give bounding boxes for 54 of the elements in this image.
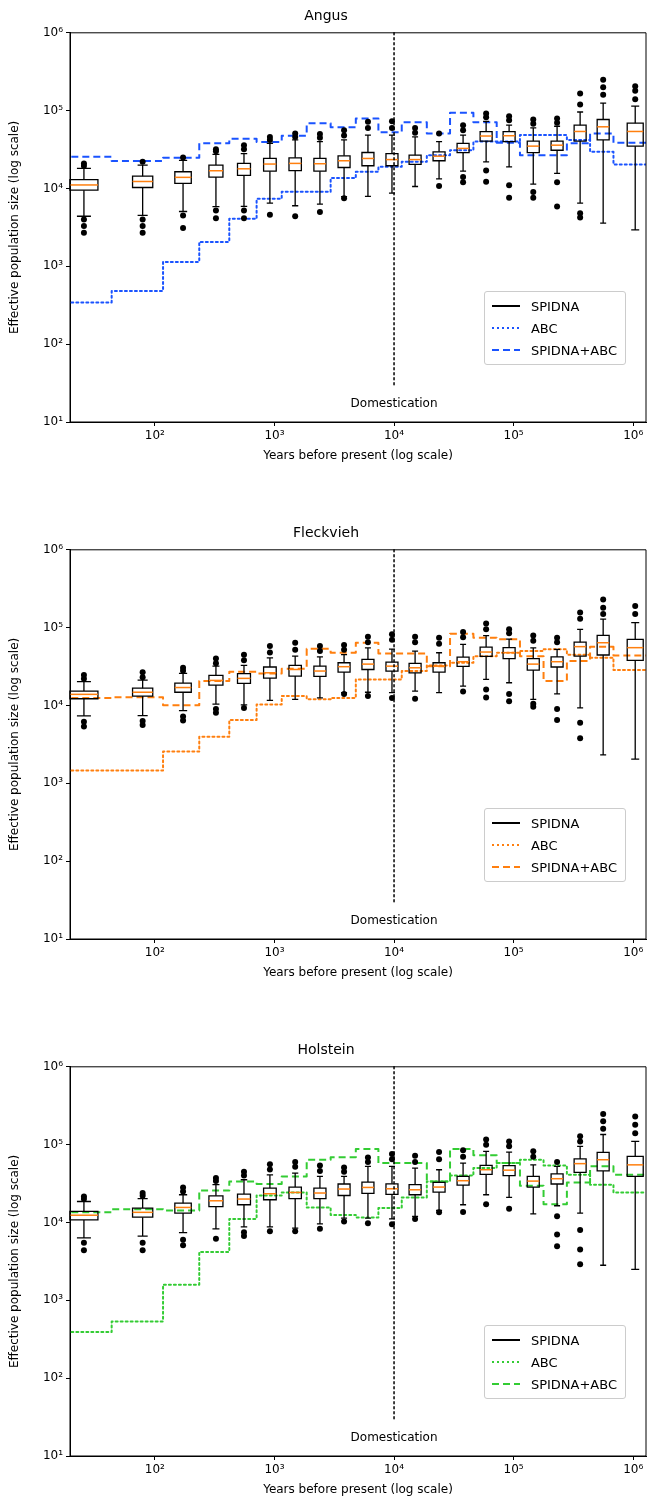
y-tick-label: 10⁵: [42, 102, 64, 117]
ref-line-label: Domestication: [350, 1430, 438, 1445]
legend-label: ABC: [530, 837, 558, 853]
legend-label: SPIDNA: [530, 1332, 580, 1348]
y-tick-label: 10³: [42, 258, 64, 273]
chart-title: Holstein: [297, 1041, 355, 1058]
y-tick-label: 10²: [42, 853, 64, 868]
y-tick-label: 10²: [42, 1370, 64, 1385]
y-axis-title: Effective population size (log scale): [7, 637, 22, 852]
x-axis-title: Years before present (log scale): [262, 447, 453, 462]
legend-label: SPIDNA+ABC: [530, 342, 617, 358]
y-tick-label: 10⁶: [42, 1058, 64, 1073]
y-tick-label: 10³: [42, 775, 64, 790]
x-tick-label: 10³: [264, 945, 285, 960]
legend-label: SPIDNA: [530, 298, 580, 314]
x-tick-label: 10⁴: [383, 428, 405, 443]
y-tick-label: 10¹: [42, 931, 64, 946]
x-tick-label: 10³: [264, 1462, 285, 1477]
x-tick-label: 10⁶: [623, 428, 644, 443]
y-axis-title: Effective population size (log scale): [7, 1154, 22, 1369]
x-tick-label: 10⁶: [623, 945, 644, 960]
y-tick-label: 10²: [42, 336, 64, 351]
y-tick-label: 10⁵: [42, 619, 64, 634]
legend-label: SPIDNA: [530, 815, 580, 831]
ref-line-label: Domestication: [350, 396, 438, 411]
x-tick-label: 10⁴: [383, 945, 405, 960]
y-tick-label: 10³: [42, 1292, 64, 1307]
y-tick-label: 10⁴: [42, 697, 64, 712]
y-tick-label: 10⁴: [42, 1214, 64, 1229]
legend-label: SPIDNA+ABC: [530, 859, 617, 875]
y-tick-label: 10⁵: [42, 1136, 64, 1151]
x-axis-title: Years before present (log scale): [262, 1481, 453, 1496]
x-tick-label: 10²: [144, 945, 166, 960]
x-tick-label: 10⁵: [503, 428, 524, 443]
chart-title: Fleckvieh: [292, 524, 360, 541]
x-tick-label: 10²: [144, 1462, 166, 1477]
x-tick-label: 10⁵: [503, 1462, 524, 1477]
legend-label: SPIDNA+ABC: [530, 1376, 617, 1392]
y-tick-label: 10¹: [42, 1448, 64, 1463]
y-tick-label: 10¹: [42, 414, 64, 429]
legend-label: ABC: [530, 320, 558, 336]
ref-line-label: Domestication: [350, 913, 438, 928]
x-tick-label: 10²: [144, 428, 166, 443]
x-axis-title: Years before present (log scale): [262, 964, 453, 979]
y-axis-title: Effective population size (log scale): [7, 120, 22, 335]
y-tick-label: 10⁴: [42, 180, 64, 195]
legend-label: ABC: [530, 1354, 558, 1370]
x-tick-label: 10⁶: [623, 1462, 644, 1477]
y-tick-label: 10⁶: [42, 541, 64, 556]
chart-title: Angus: [304, 7, 348, 24]
y-tick-label: 10⁶: [42, 24, 64, 39]
x-tick-label: 10⁵: [503, 945, 524, 960]
x-tick-label: 10⁴: [383, 1462, 405, 1477]
x-tick-label: 10³: [264, 428, 285, 443]
